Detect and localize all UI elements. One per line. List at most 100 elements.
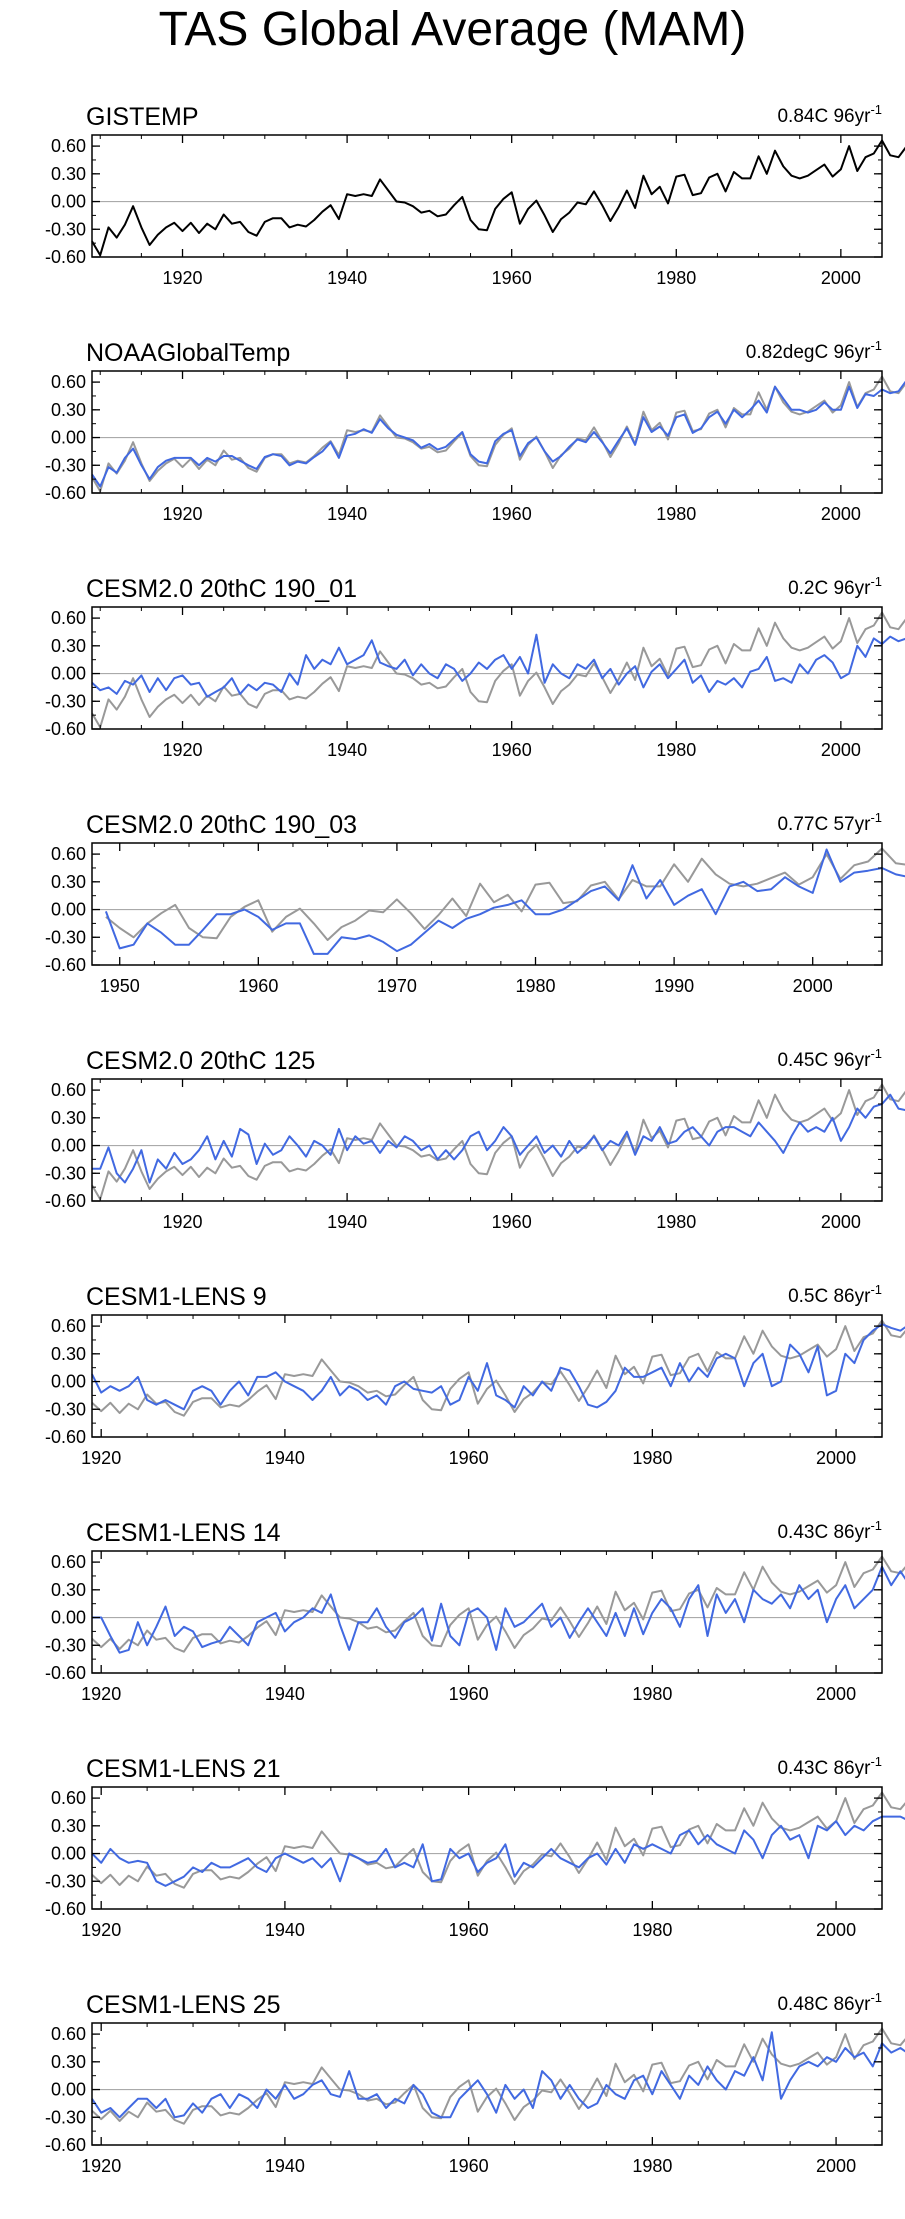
series-line-model (91, 2031, 905, 2119)
y-tick-label: 0.60 (51, 1552, 86, 1572)
plot-frame (91, 370, 883, 494)
series-line-obs (91, 1319, 905, 1417)
y-tick-label: 0.00 (51, 664, 86, 684)
trend-superscript: -1 (870, 338, 882, 353)
panel-2: CESM2.0 20thC 190_01 0.2C 96yr-1 0.60 0.30 0… (45, 574, 905, 760)
panel-7: CESM1-LENS 21 0.43C 86yr-1 0.60 0.30 0.00 -0.… (45, 1754, 905, 1940)
x-tick-label: 1980 (632, 1684, 672, 1704)
plot-frame (91, 134, 883, 258)
panel-trend: 0.45C 96yr-1 (777, 1046, 882, 1071)
x-tick-label: 1960 (449, 1684, 489, 1704)
x-tick-label: 1990 (654, 976, 694, 996)
x-tick-label: 1920 (162, 268, 202, 288)
x-tick-label: 1920 (81, 1448, 121, 1468)
series-line-model (104, 848, 905, 955)
y-tick-label: 0.00 (51, 1844, 86, 1864)
panel-trend: 0.5C 86yr-1 (788, 1282, 882, 1307)
trend-superscript: -1 (870, 1282, 882, 1297)
y-tick-label: 0.30 (51, 1816, 86, 1836)
panel-8: CESM1-LENS 25 0.48C 86yr-1 0.60 0.30 0.00 -0.… (45, 1990, 905, 2176)
panel-trend: 0.82degC 96yr-1 (746, 338, 882, 363)
y-tick-label: 0.30 (51, 636, 86, 656)
page-title: TAS Global Average (MAM) (158, 3, 747, 56)
y-tick-label: 0.60 (51, 1788, 86, 1808)
x-tick-label: 1940 (265, 1684, 305, 1704)
y-tick-label: -0.30 (45, 455, 86, 475)
series-line-obs (91, 611, 905, 729)
y-tick-label: -0.30 (45, 2107, 86, 2127)
series-line-model (91, 633, 905, 698)
series-line-model (91, 380, 905, 488)
y-tick-label: -0.60 (45, 2135, 86, 2155)
y-tick-label: 0.00 (51, 1136, 86, 1156)
x-tick-label: 1940 (327, 740, 367, 760)
x-tick-label: 1920 (162, 740, 202, 760)
x-tick-label: 1920 (81, 2156, 121, 2176)
x-tick-label: 1960 (492, 1212, 532, 1232)
x-tick-label: 2000 (821, 268, 861, 288)
x-tick-label: 1980 (656, 740, 696, 760)
y-tick-label: -0.60 (45, 955, 86, 975)
y-tick-label: -0.60 (45, 1427, 86, 1447)
x-tick-label: 1980 (632, 1448, 672, 1468)
x-tick-label: 1960 (449, 1448, 489, 1468)
y-tick-label: 0.60 (51, 844, 86, 864)
trend-superscript: -1 (870, 1046, 882, 1061)
x-tick-label: 2000 (816, 1684, 856, 1704)
x-tick-label: 1920 (81, 1684, 121, 1704)
plot-frame (91, 1550, 883, 1674)
y-tick-label: 0.00 (51, 1608, 86, 1628)
panel-trend: 0.2C 96yr-1 (788, 574, 882, 599)
y-tick-label: 0.00 (51, 192, 86, 212)
series-line-obs (91, 1791, 905, 1889)
y-tick-label: -0.30 (45, 1163, 86, 1183)
x-tick-label: 1980 (656, 504, 696, 524)
y-tick-label: 0.30 (51, 164, 86, 184)
x-tick-label: 1960 (492, 504, 532, 524)
y-tick-label: 0.30 (51, 2052, 86, 2072)
panel-title: CESM1-LENS 14 (86, 1519, 281, 1547)
x-tick-label: 1940 (265, 1448, 305, 1468)
series-line-model (91, 1815, 905, 1887)
series-line-obs (91, 375, 905, 493)
y-tick-label: -0.60 (45, 247, 86, 267)
y-tick-label: 0.60 (51, 2024, 86, 2044)
x-tick-label: 1940 (327, 504, 367, 524)
panel-title: CESM1-LENS 25 (86, 1991, 281, 2019)
x-tick-label: 1920 (162, 1212, 202, 1232)
trend-superscript: -1 (870, 102, 882, 117)
panel-title: NOAAGlobalTemp (86, 339, 290, 367)
x-tick-label: 2000 (793, 976, 833, 996)
y-tick-label: 0.00 (51, 2080, 86, 2100)
y-tick-label: -0.30 (45, 219, 86, 239)
series-line-obs (91, 1555, 905, 1653)
x-tick-label: 2000 (816, 2156, 856, 2176)
panel-title: CESM2.0 20thC 190_03 (86, 811, 357, 839)
x-tick-label: 1960 (492, 740, 532, 760)
plot-frame (91, 2022, 883, 2146)
panel-5: CESM1-LENS 9 0.5C 86yr-1 0.60 0.30 0.00 -0.30… (45, 1282, 905, 1468)
series-line-model (91, 1323, 905, 1411)
panel-title: CESM2.0 20thC 125 (86, 1047, 315, 1075)
y-tick-label: 0.30 (51, 1344, 86, 1364)
series-line-obs (91, 1083, 905, 1201)
plot-frame (91, 1786, 883, 1910)
panel-trend: 0.43C 86yr-1 (777, 1518, 882, 1543)
x-tick-label: 1940 (265, 2156, 305, 2176)
x-tick-label: 1920 (162, 504, 202, 524)
plot-frame (91, 842, 883, 966)
x-tick-label: 1980 (656, 1212, 696, 1232)
x-tick-label: 2000 (821, 740, 861, 760)
y-tick-label: 0.30 (51, 1580, 86, 1600)
x-tick-label: 1940 (327, 1212, 367, 1232)
y-tick-label: 0.60 (51, 608, 86, 628)
y-tick-label: 0.60 (51, 1080, 86, 1100)
y-tick-label: -0.30 (45, 1871, 86, 1891)
trend-superscript: -1 (870, 1754, 882, 1769)
x-tick-label: 2000 (816, 1920, 856, 1940)
x-tick-label: 2000 (816, 1448, 856, 1468)
panel-3: CESM2.0 20thC 190_03 0.77C 57yr-1 0.60 0.30… (45, 810, 905, 996)
y-tick-label: 0.00 (51, 1372, 86, 1392)
trend-superscript: -1 (870, 1518, 882, 1533)
